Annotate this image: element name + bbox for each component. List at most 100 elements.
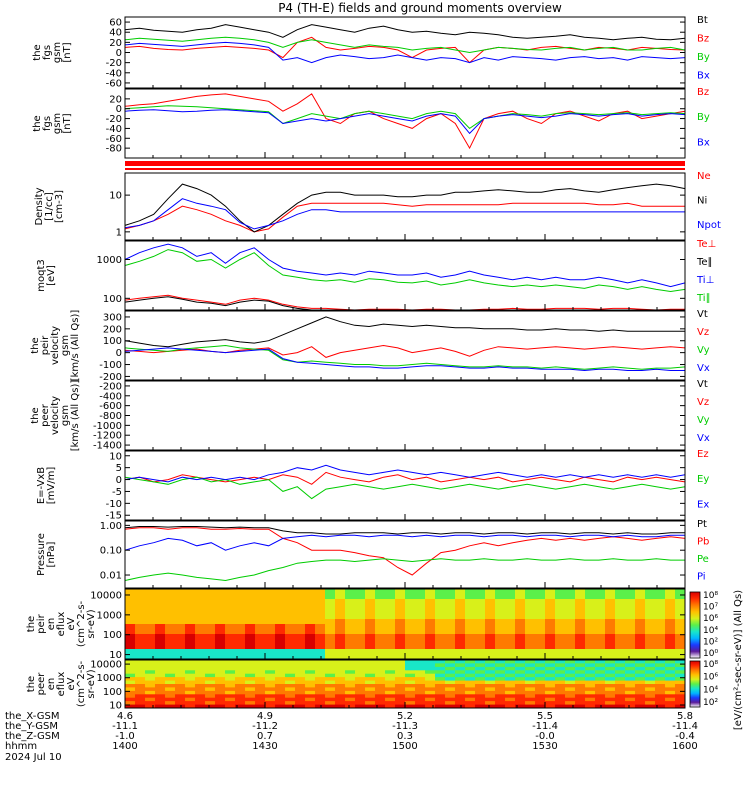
heatmap-cell (145, 670, 156, 675)
heatmap-cell (245, 663, 256, 668)
heatmap-cell (255, 663, 266, 668)
heatmap-cell (235, 697, 246, 702)
heatmap-cell (675, 654, 686, 660)
heatmap-cell (135, 670, 146, 675)
heatmap-cell (215, 670, 226, 675)
heatmap-cell (405, 634, 416, 640)
heatmap-cell (205, 624, 216, 630)
heatmap-cell (525, 649, 536, 655)
heatmap-cell (495, 670, 506, 675)
heatmap-cell (195, 690, 206, 695)
heatmap-cell (165, 660, 176, 664)
heatmap-cell (445, 687, 456, 692)
heatmap-cell (525, 609, 536, 615)
heatmap-cell (225, 660, 236, 664)
heatmap-cell (465, 614, 476, 620)
heatmap-cell (665, 704, 676, 709)
heatmap-cell (595, 639, 606, 645)
heatmap-cell (605, 594, 616, 600)
heatmap-cell (565, 660, 576, 664)
heatmap-cell (645, 666, 656, 671)
heatmap-cell (405, 666, 416, 671)
heatmap-cell (475, 666, 486, 671)
heatmap-cell (195, 609, 206, 615)
heatmap-cell (175, 644, 186, 650)
y-tick-label: -80 (106, 144, 122, 155)
heatmap-cell (315, 644, 326, 650)
heatmap-cell (535, 654, 546, 660)
heatmap-cell (375, 677, 386, 681)
heatmap-cell (425, 589, 436, 595)
heatmap-cell (155, 629, 166, 635)
heatmap-cell (645, 677, 656, 681)
heatmap-cell (655, 649, 666, 655)
heatmap-cell (525, 663, 536, 668)
heatmap-cell (255, 614, 266, 620)
heatmap-cell (675, 644, 686, 650)
heatmap-cell (205, 614, 216, 620)
heatmap-cell (505, 704, 516, 709)
heatmap-cell (475, 673, 486, 678)
heatmap-cell (265, 701, 276, 705)
heatmap-cell (215, 673, 226, 678)
heatmap-cell (465, 639, 476, 645)
heatmap-cell (375, 660, 386, 664)
heatmap-cell (415, 666, 426, 671)
series-line-Ex (124, 464, 686, 483)
heatmap-cell (635, 644, 646, 650)
y-tick-label: 0 (116, 475, 122, 486)
heatmap-cell (535, 649, 546, 655)
heatmap-cell (305, 589, 316, 595)
heatmap-cell (405, 701, 416, 705)
heatmap-cell (285, 660, 296, 664)
heatmap-cell (135, 589, 146, 595)
heatmap-cell (185, 670, 196, 675)
heatmap-cell (255, 697, 266, 702)
heatmap-cell (435, 670, 446, 675)
heatmap-cell (465, 604, 476, 610)
footer-ephemeris: the_X-GSM the_Y-GSM the_Z-GSM hhmm 2024 … (5, 711, 698, 763)
heatmap-cell (675, 619, 686, 625)
heatmap-cell (495, 644, 506, 650)
heatmap-cell (525, 694, 536, 699)
heatmap-cell (315, 609, 326, 615)
heatmap-cell (185, 666, 196, 671)
heatmap-cell (205, 697, 216, 702)
heatmap-cell (335, 589, 346, 595)
heatmap-cell (245, 677, 256, 681)
heatmap-cell (515, 629, 526, 635)
heatmap-cell (135, 604, 146, 610)
heatmap-cell (455, 701, 466, 705)
heatmap-cell (645, 599, 656, 605)
heatmap-cell (525, 670, 536, 675)
heatmap-cell (325, 629, 336, 635)
heatmap-cell (495, 697, 506, 702)
heatmap-cell (315, 624, 326, 630)
y-axis-label-line: E=-VxB (36, 467, 47, 504)
heatmap-cell (605, 639, 616, 645)
heatmap-cell (255, 624, 266, 630)
heatmap-cell (235, 684, 246, 688)
heatmap-cell (425, 704, 436, 709)
heatmap-cell (285, 619, 296, 625)
heatmap-cell (605, 701, 616, 705)
heatmap-cell (605, 609, 616, 615)
heatmap-cell (345, 614, 356, 620)
heatmap-cell (375, 639, 386, 645)
heatmap-cell (625, 701, 636, 705)
heatmap-cell (195, 604, 206, 610)
heatmap-cell (655, 663, 666, 668)
heatmap-cell (385, 609, 396, 615)
heatmap-cell (165, 677, 176, 681)
heatmap-cell (425, 660, 436, 664)
series-line-By (124, 105, 686, 130)
heatmap-cell (145, 666, 156, 671)
heatmap-cell (415, 684, 426, 688)
heatmap-cell (295, 634, 306, 640)
heatmap-cell (225, 684, 236, 688)
heatmap-cell (635, 599, 646, 605)
heatmap-cell (305, 666, 316, 671)
heatmap-cell (615, 629, 626, 635)
heatmap-cell (235, 614, 246, 620)
